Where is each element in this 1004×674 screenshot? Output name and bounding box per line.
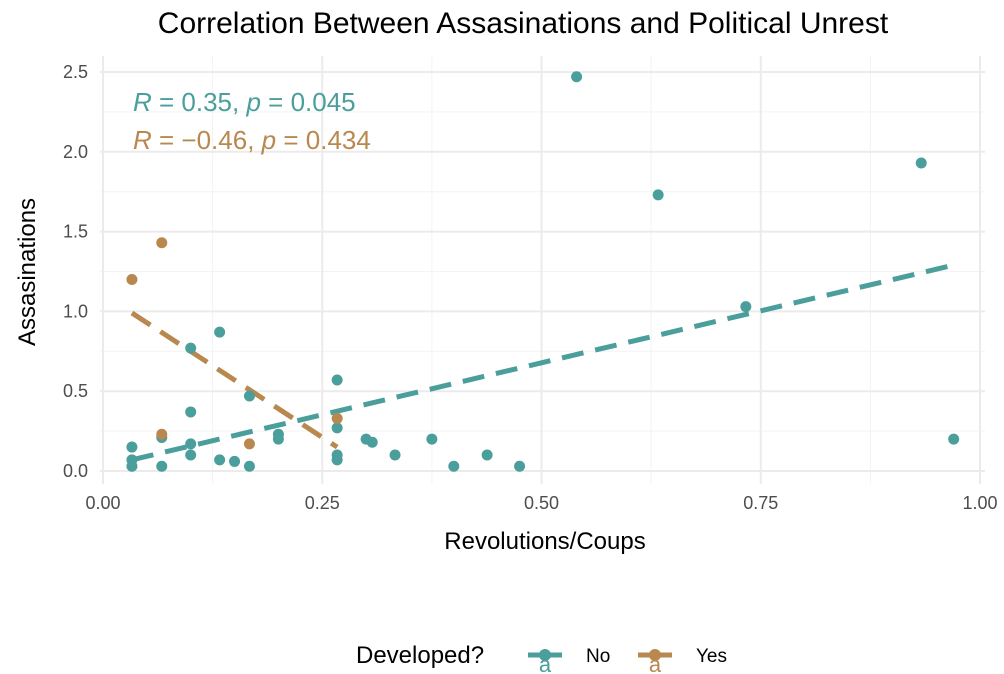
x-tick-label: 0.75 — [743, 493, 778, 513]
correlation-stats: R = 0.35, p = 0.045 R = −0.46, p = 0.434 — [133, 87, 371, 155]
data-point-yes — [331, 412, 343, 424]
data-point-no — [426, 433, 438, 445]
legend-item-yes: a Yes — [638, 646, 727, 674]
data-point-no — [126, 460, 138, 472]
trend-line-yes — [130, 310, 339, 450]
data-point-no — [948, 433, 960, 445]
data-point-no — [243, 390, 255, 402]
data-point-no — [514, 460, 526, 472]
data-point-no — [366, 436, 378, 448]
x-tick-label: 0.50 — [524, 493, 559, 513]
y-tick-label: 2.0 — [63, 142, 88, 162]
trend-line-no — [131, 262, 955, 463]
legend-item-no: a No — [528, 646, 610, 674]
trend-lines — [130, 262, 955, 463]
data-point-no — [126, 441, 138, 453]
data-point-no — [185, 406, 197, 418]
legend-glyph-no: a — [539, 652, 552, 674]
legend-label-yes: Yes — [696, 646, 727, 667]
y-tick-label: 0.5 — [63, 381, 88, 401]
data-point-no — [156, 460, 168, 472]
data-point-no — [272, 433, 284, 445]
data-point-no — [481, 449, 493, 461]
data-point-no — [389, 449, 401, 461]
y-tick-label: 2.5 — [63, 62, 88, 82]
data-point-no — [185, 342, 197, 354]
y-tick-label: 0.0 — [63, 461, 88, 481]
data-point-no — [214, 326, 226, 338]
chart-title: Correlation Between Assasinations and Po… — [158, 7, 889, 40]
data-point-yes — [243, 438, 255, 450]
y-tick-label: 1.5 — [63, 222, 88, 242]
y-axis-ticks: 0.0 0.5 1.0 1.5 2.0 2.5 — [63, 62, 88, 481]
data-point-no — [185, 438, 197, 450]
legend-point-yes — [649, 649, 661, 661]
x-tick-label: 0.25 — [305, 493, 340, 513]
grid — [100, 56, 985, 484]
data-point-no — [331, 454, 343, 466]
x-axis-ticks: 0.00 0.25 0.50 0.75 1.00 — [85, 493, 997, 513]
data-point-yes — [156, 237, 168, 249]
data-point-no — [652, 189, 664, 201]
data-point-no — [740, 301, 752, 313]
legend: Developed? a No a Yes — [356, 642, 727, 674]
data-point-no — [229, 455, 241, 467]
data-point-no — [915, 157, 927, 169]
data-point-no — [571, 71, 583, 83]
stat-label-yes: R = −0.46, p = 0.434 — [133, 125, 371, 155]
y-tick-label: 1.0 — [63, 301, 88, 321]
data-point-no — [448, 460, 460, 472]
legend-glyph-yes: a — [649, 652, 662, 674]
y-axis-title: Assasinations — [14, 198, 41, 346]
data-point-no — [331, 422, 343, 434]
stat-label-no: R = 0.35, p = 0.045 — [133, 87, 356, 117]
x-tick-label: 0.00 — [85, 493, 120, 513]
legend-point-no — [539, 649, 551, 661]
data-point-no — [214, 454, 226, 466]
x-axis-title: Revolutions/Coups — [444, 528, 645, 555]
x-tick-label: 1.00 — [962, 493, 997, 513]
data-point-no — [185, 449, 197, 461]
legend-title: Developed? — [356, 642, 484, 669]
data-point-no — [243, 460, 255, 472]
data-point-no — [331, 374, 343, 386]
data-points — [126, 71, 960, 472]
data-point-yes — [126, 273, 138, 285]
legend-label-no: No — [586, 646, 610, 667]
data-point-yes — [156, 428, 168, 440]
